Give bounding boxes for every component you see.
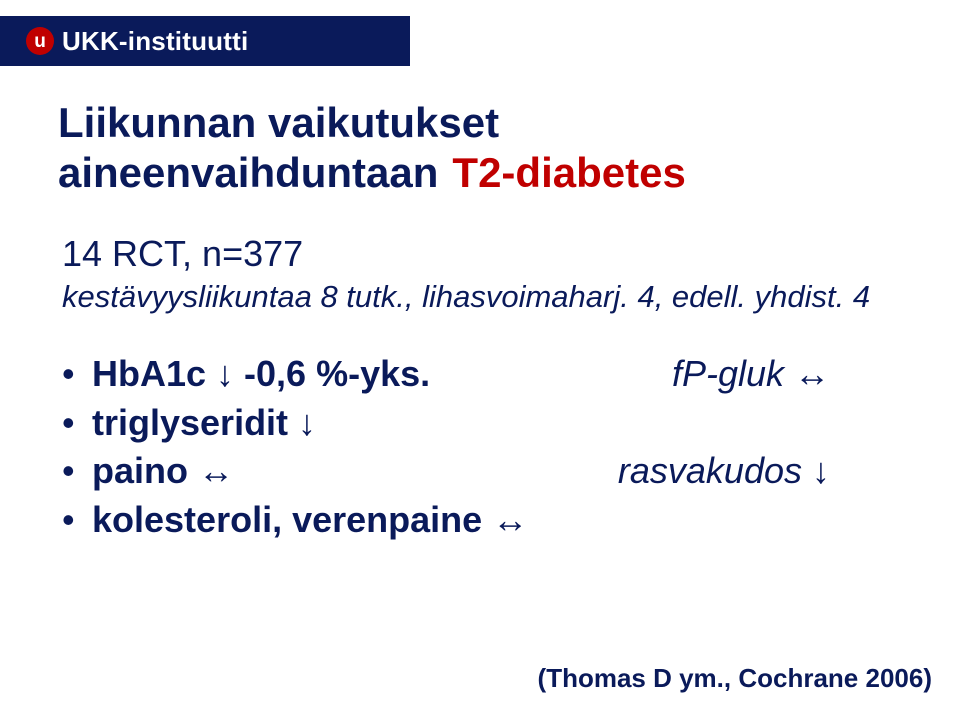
header-band: u UKK-instituutti: [0, 16, 410, 66]
bullet-list: • HbA1c ↓ -0,6 %-yks. fP-gluk ↔ • trigly…: [58, 350, 920, 544]
title-line2-prefix: aineenvaihduntaan: [58, 148, 438, 198]
citation: (Thomas D ym., Cochrane 2006): [538, 663, 932, 694]
org-name: UKK-instituutti: [62, 26, 248, 57]
bullet-text-right: rasvakudos ↓: [618, 447, 920, 496]
title-line1: Liikunnan vaikutukset: [58, 98, 920, 148]
bullet-text: paino ↔: [92, 447, 234, 496]
bullet-dot-icon: •: [62, 447, 92, 496]
bullet-text: triglyseridit ↓: [92, 399, 316, 448]
bullet-text: kolesteroli, verenpaine ↔: [92, 496, 528, 545]
bullet-text-right: fP-gluk ↔: [672, 350, 920, 399]
slide: u UKK-instituutti Liikunnan vaikutukset …: [0, 0, 960, 716]
bullet-dot-icon: •: [62, 496, 92, 545]
study-line2: kestävyysliikuntaa 8 tutk., lihasvoimaha…: [58, 276, 920, 318]
bullet-dot-icon: •: [62, 399, 92, 448]
bullet-item: • HbA1c ↓ -0,6 %-yks. fP-gluk ↔: [62, 350, 920, 399]
title-line2: aineenvaihduntaan T2-diabetes: [58, 148, 920, 198]
bullet-item: • paino ↔ rasvakudos ↓: [62, 447, 920, 496]
bullet-text: HbA1c ↓ -0,6 %-yks.: [92, 350, 430, 399]
logo-letter: u: [34, 32, 46, 51]
title-line2-red: T2-diabetes: [452, 148, 685, 198]
logo-icon: u: [26, 27, 54, 55]
bullet-dot-icon: •: [62, 350, 92, 399]
content: Liikunnan vaikutukset aineenvaihduntaan …: [58, 98, 920, 544]
study-line1: 14 RCT, n=377: [58, 231, 920, 276]
bullet-item: • triglyseridit ↓: [62, 399, 920, 448]
bullet-item: • kolesteroli, verenpaine ↔: [62, 496, 920, 545]
